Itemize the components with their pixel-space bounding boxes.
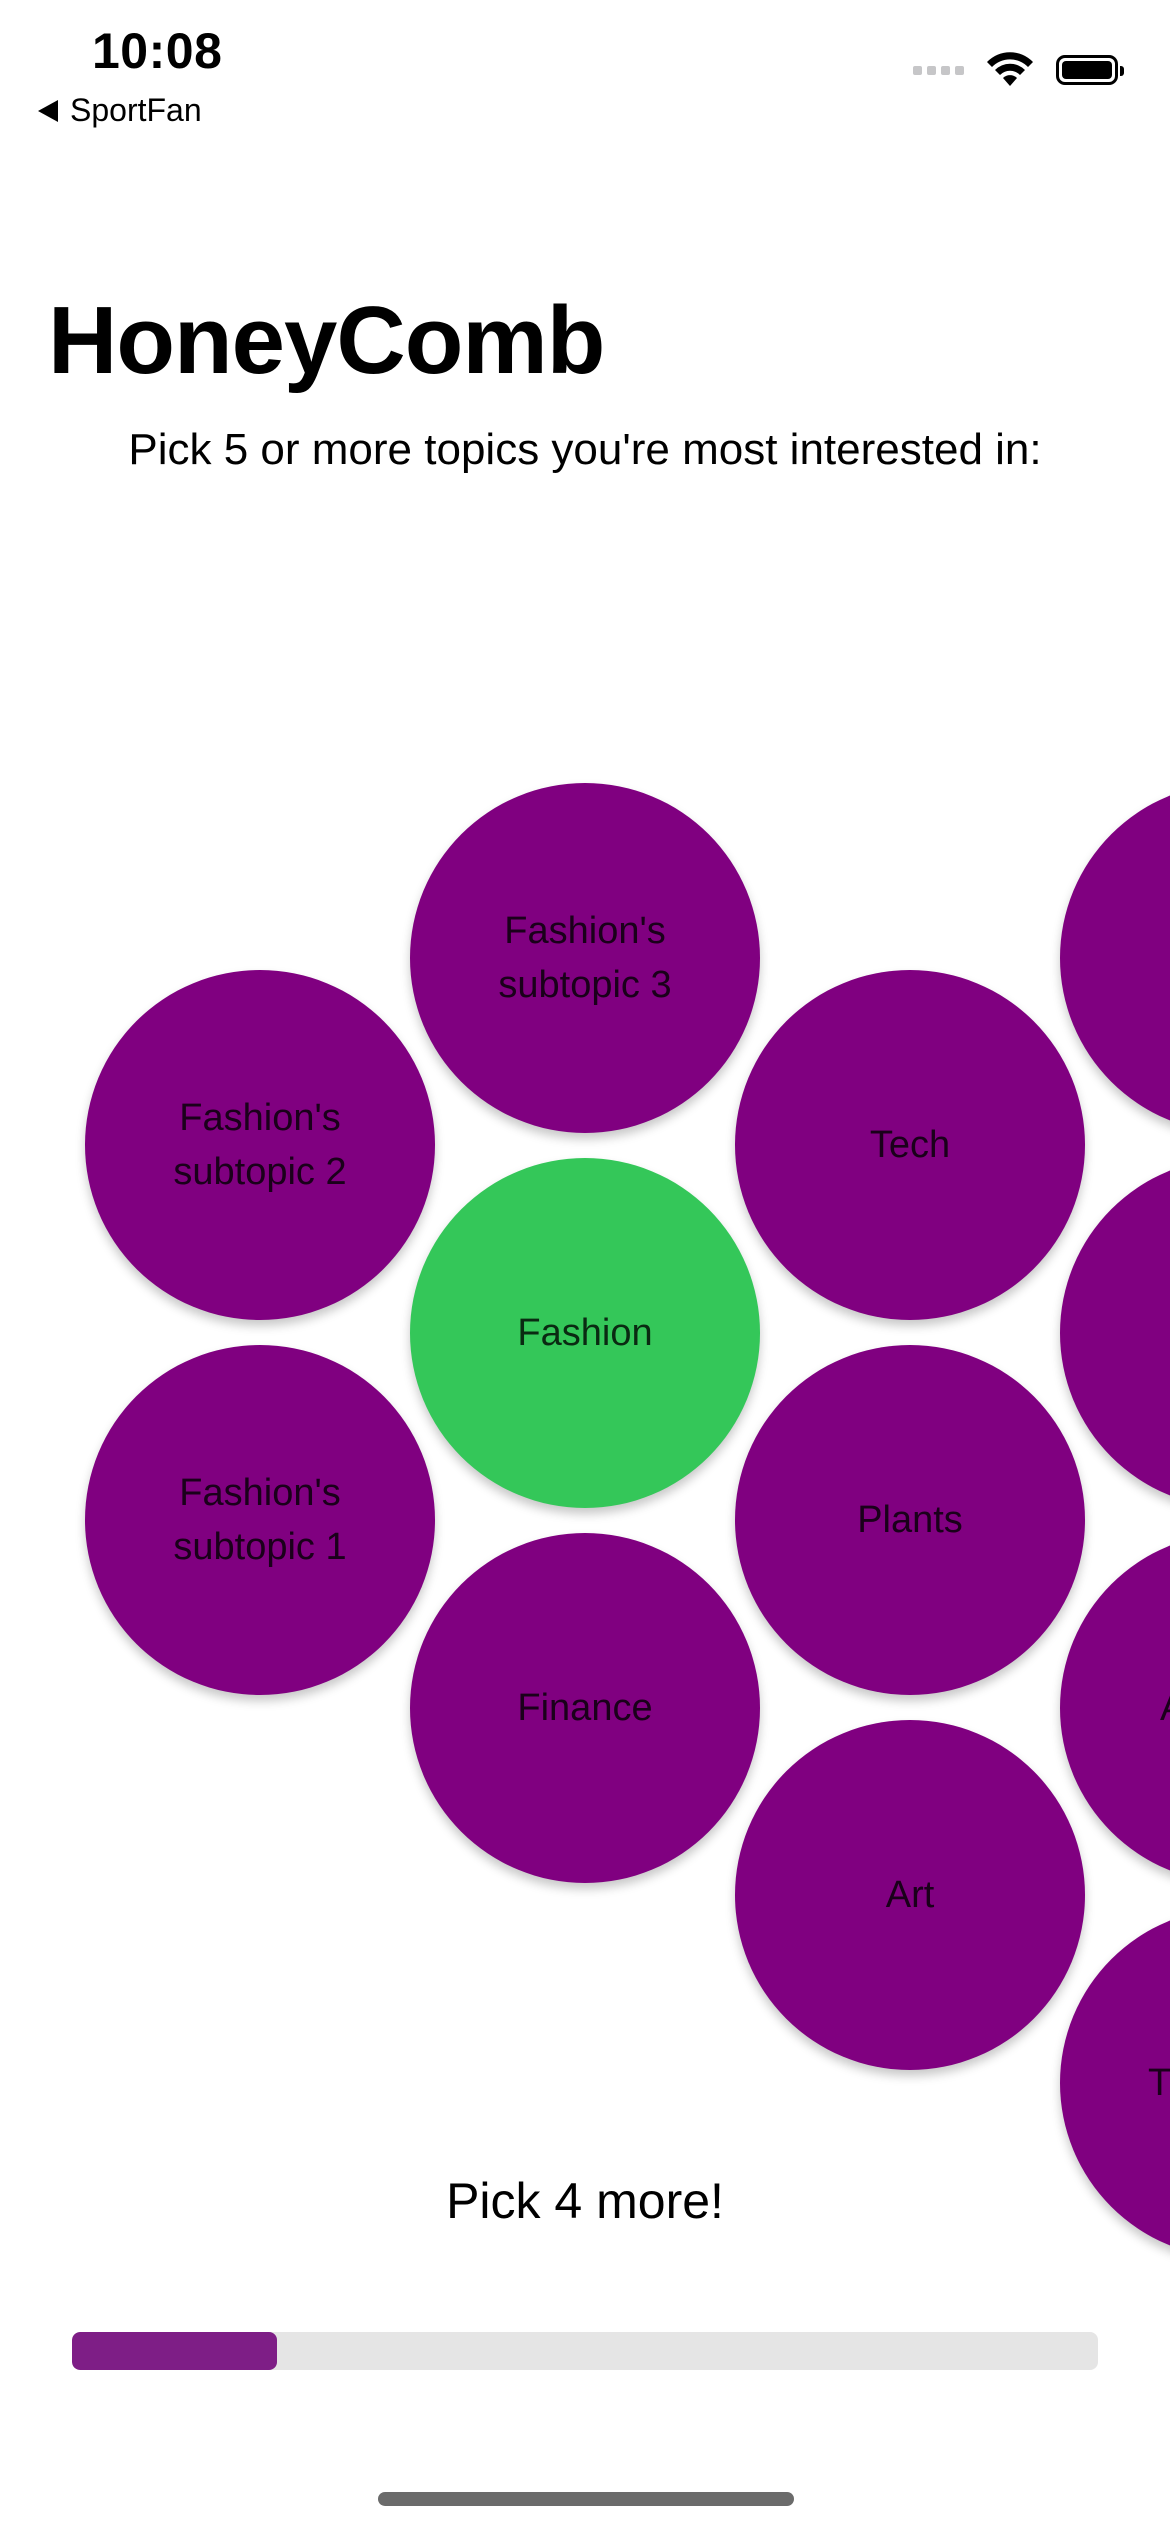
back-to-app-button[interactable]: SportFan	[38, 92, 202, 129]
battery-icon	[1056, 55, 1124, 85]
back-arrow-icon	[38, 99, 58, 122]
page-title: HoneyComb	[48, 287, 605, 394]
back-app-label: SportFan	[70, 92, 202, 128]
topic-bubble-selected[interactable]: Fashion	[410, 1158, 760, 1508]
page-subtitle: Pick 5 or more topics you're most intere…	[128, 425, 1042, 474]
selection-progress-bar	[72, 2332, 1098, 2370]
home-indicator[interactable]	[378, 2492, 794, 2506]
topic-bubble-offscreen[interactable]	[1060, 783, 1170, 1133]
topic-bubble[interactable]: Plants	[735, 1345, 1085, 1695]
topic-bubble[interactable]: Art	[735, 1720, 1085, 2070]
cellular-signal-icon	[913, 65, 964, 75]
topic-bubble-offscreen[interactable]: A	[1060, 1533, 1170, 1883]
topic-bubble-offscreen[interactable]	[1060, 1158, 1170, 1508]
topic-bubble[interactable]: Fashion's subtopic 2	[85, 970, 435, 1320]
status-icons	[913, 52, 1124, 88]
progress-bar-fill	[72, 2332, 278, 2370]
topic-bubble[interactable]: Fashion's subtopic 3	[410, 783, 760, 1133]
topic-bubble[interactable]: Fashion's subtopic 1	[85, 1345, 435, 1695]
remaining-picks-label: Pick 4 more!	[446, 2173, 724, 2229]
wifi-icon	[987, 52, 1033, 86]
status-time: 10:08	[92, 23, 223, 79]
topic-bubble[interactable]: Finance	[410, 1533, 760, 1883]
topic-bubble[interactable]: Tech	[735, 970, 1085, 1320]
